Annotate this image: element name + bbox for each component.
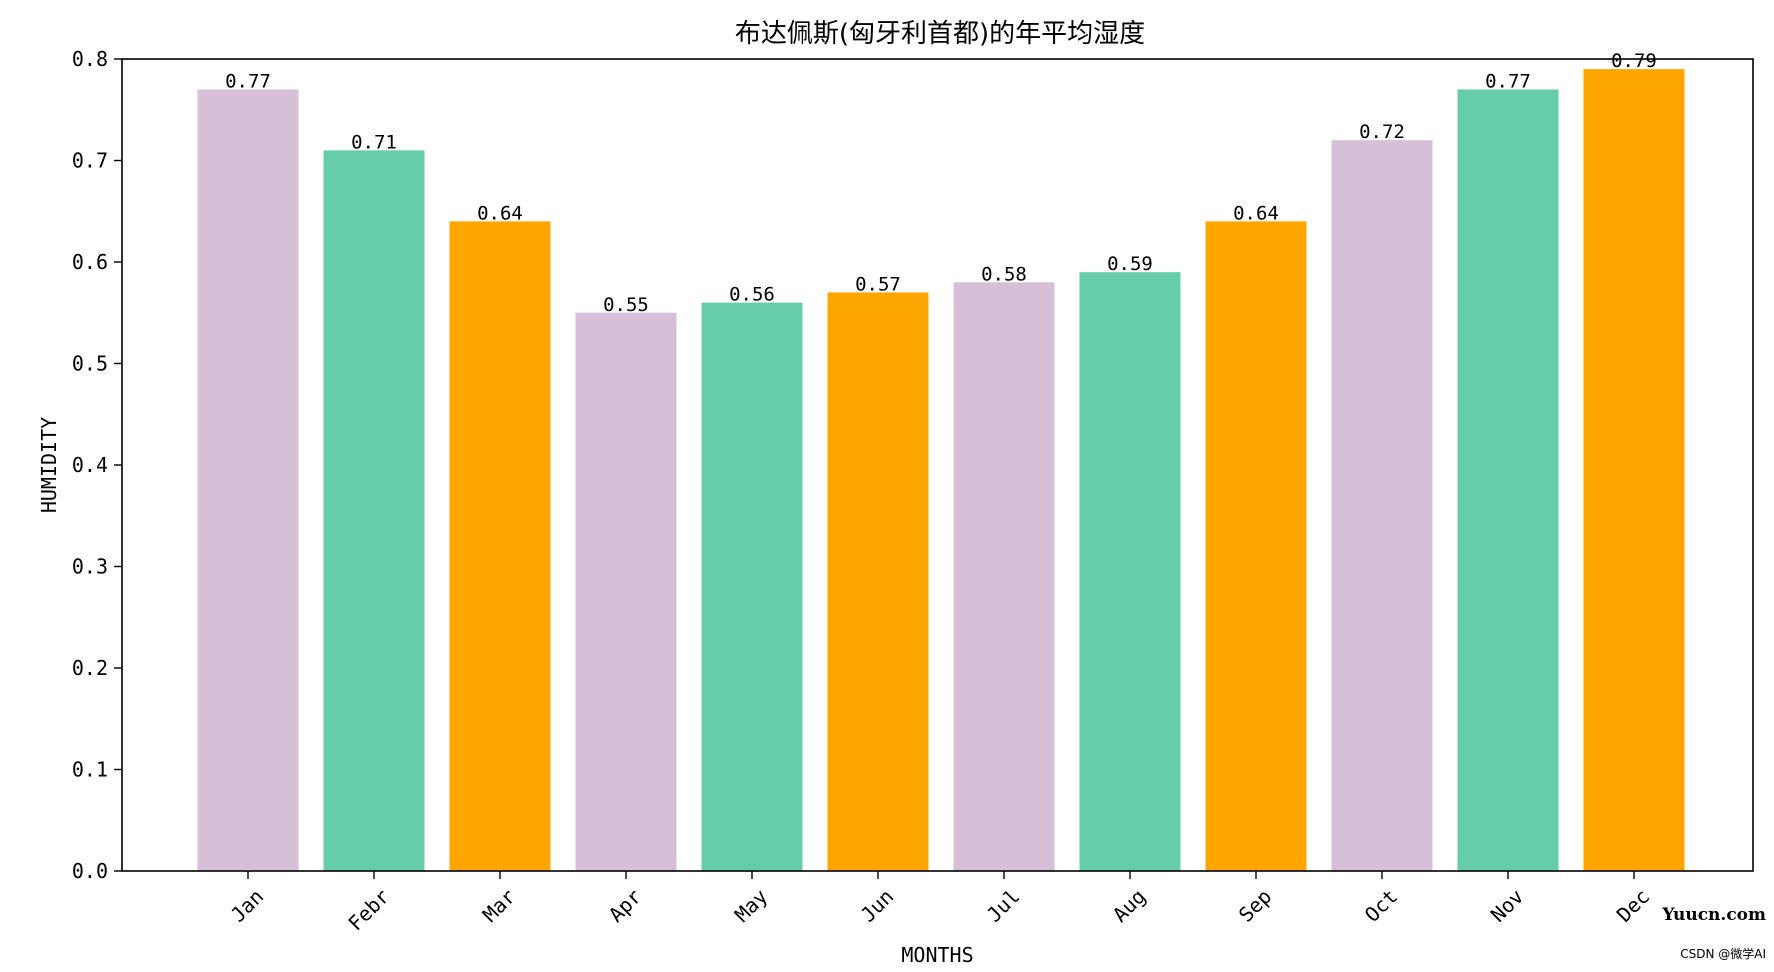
watermark-credit: CSDN @微学AI bbox=[1680, 946, 1766, 961]
bar-dec bbox=[1583, 69, 1685, 871]
y-tick-label: 0.5 bbox=[72, 352, 108, 376]
bar-apr bbox=[575, 312, 677, 871]
value-label-nov: 0.77 bbox=[1485, 70, 1531, 92]
bar-jun bbox=[827, 292, 929, 871]
bar-jan bbox=[197, 89, 299, 871]
value-label-febr: 0.71 bbox=[351, 131, 397, 153]
bar-febr bbox=[323, 150, 425, 872]
watermark-site: Yuucn.com bbox=[1661, 905, 1766, 925]
bar-may bbox=[701, 302, 803, 872]
value-label-jun: 0.57 bbox=[855, 273, 901, 295]
value-label-jul: 0.58 bbox=[981, 263, 1027, 285]
y-axis-label: HUMIDITY bbox=[37, 417, 61, 513]
value-label-oct: 0.72 bbox=[1359, 121, 1405, 143]
y-tick-label: 0.2 bbox=[72, 656, 108, 680]
y-tick-label: 0.3 bbox=[72, 555, 108, 579]
y-tick-label: 0.4 bbox=[72, 453, 108, 477]
value-label-jan: 0.77 bbox=[225, 70, 271, 92]
y-tick-label: 0.6 bbox=[72, 250, 108, 274]
bar-oct bbox=[1331, 140, 1433, 871]
bar-aug bbox=[1079, 272, 1181, 871]
chart-title: 布达佩斯(匈牙利首都)的年平均湿度 bbox=[735, 19, 1145, 49]
y-tick-label: 0.1 bbox=[72, 758, 108, 782]
y-axis-ticks: 0.0 0.1 0.2 0.3 0.4 0.5 0.6 0.7 0.8 bbox=[72, 47, 122, 883]
y-tick-label: 0.8 bbox=[72, 47, 108, 71]
value-label-mar: 0.64 bbox=[477, 202, 523, 224]
value-label-dec: 0.79 bbox=[1611, 50, 1657, 72]
bar-nov bbox=[1457, 89, 1559, 871]
plot-area-frame bbox=[121, 58, 1754, 872]
x-axis-label: MONTHS bbox=[901, 943, 973, 967]
bar-mar bbox=[449, 221, 551, 871]
value-label-apr: 0.55 bbox=[603, 294, 649, 316]
bars bbox=[197, 69, 1685, 872]
bar-jul bbox=[953, 282, 1055, 871]
value-label-sep: 0.64 bbox=[1233, 202, 1279, 224]
y-tick-label: 0.0 bbox=[72, 859, 108, 883]
value-label-may: 0.56 bbox=[729, 284, 775, 306]
y-tick-label: 0.7 bbox=[72, 149, 108, 173]
data-labels: 0.77 0.71 0.64 0.55 0.56 0.57 0.58 0.59 0.64 0.72… bbox=[225, 50, 1657, 316]
value-label-aug: 0.59 bbox=[1107, 253, 1153, 275]
bar-sep bbox=[1205, 221, 1307, 871]
